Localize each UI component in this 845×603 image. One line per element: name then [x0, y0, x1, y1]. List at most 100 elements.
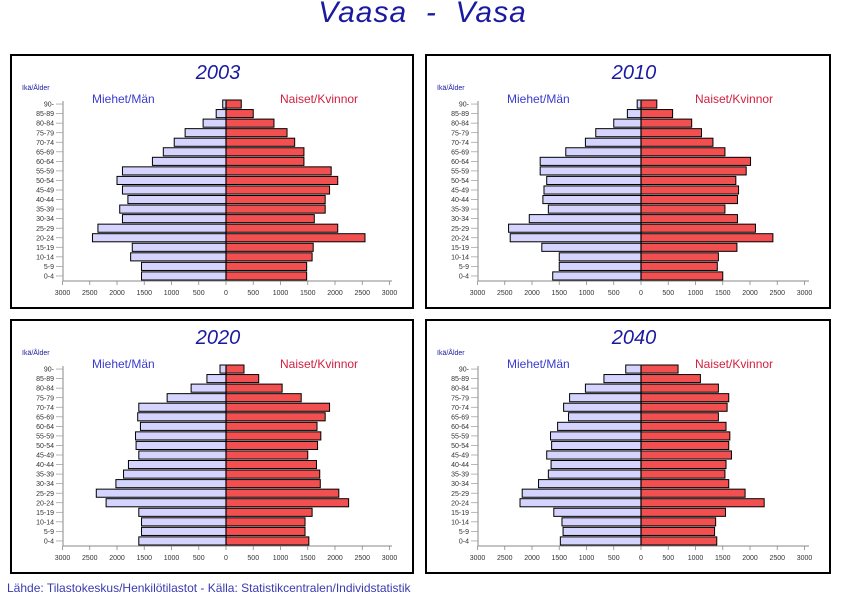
age-tick-label: 35-39	[36, 207, 54, 214]
bar-female	[225, 421, 318, 431]
bar-female	[640, 204, 726, 214]
age-tick-label: 70-74	[36, 140, 54, 147]
age-tick-label: 10-14	[36, 254, 54, 261]
bar-male	[546, 175, 642, 186]
bar-male	[613, 118, 642, 128]
bar-male	[552, 271, 642, 281]
bar-male	[539, 166, 642, 176]
bar-male	[595, 128, 642, 138]
bar-female	[640, 166, 747, 176]
age-tick-label: 80-84	[36, 386, 54, 393]
age-tick-label: 10-14	[451, 254, 469, 261]
chart-title: 2010	[611, 62, 657, 84]
age-tick-label: 75-79	[451, 395, 469, 402]
bar-female	[225, 536, 310, 546]
age-tick-label: 20-24	[451, 500, 469, 507]
age-tick-label: 80-84	[451, 121, 469, 128]
age-tick-label: 20-24	[36, 235, 54, 242]
bar-male	[138, 402, 227, 412]
pyramid-panel-2010: 2010 Ikä/Ålder Miehet/Män Naiset/Kvinnor 0-4…	[425, 54, 831, 309]
bar-male	[202, 118, 227, 128]
x-tick-label: 3000	[382, 555, 398, 562]
bar-female	[225, 364, 245, 374]
x-tick-label: 2000	[327, 555, 343, 562]
bar-male	[121, 166, 227, 176]
bar-female	[640, 185, 740, 195]
age-tick-label: 30-34	[451, 216, 469, 223]
bar-female	[225, 402, 331, 412]
x-tick-label: 3000	[470, 555, 486, 562]
source-note: Lähde: Tilastokeskus/Henkilötilastot - K…	[7, 581, 411, 595]
legend-female: Naiset/Kvinnor	[280, 357, 358, 371]
bar-male	[547, 469, 642, 479]
bar-female	[640, 450, 732, 460]
bar-male	[127, 195, 227, 205]
age-tick-label: 65-69	[36, 414, 54, 421]
legend-female: Naiset/Kvinnor	[280, 92, 358, 106]
x-tick-label: 1500	[551, 290, 567, 297]
bar-male	[551, 440, 642, 451]
bar-female	[225, 242, 314, 252]
bar-female	[225, 166, 332, 176]
x-tick-label: 1000	[688, 555, 704, 562]
bar-female	[225, 460, 317, 470]
pyramid-chart: 2010 Ikä/Ålder Miehet/Män Naiset/Kvinnor 0-4…	[437, 62, 812, 297]
x-tick-label: 3000	[55, 555, 71, 562]
age-tick-label: 15-19	[451, 510, 469, 517]
age-tick-label: 75-79	[36, 130, 54, 137]
bar-male	[561, 517, 642, 527]
x-tick-label: 2500	[769, 290, 785, 297]
bar-male	[584, 137, 642, 147]
age-tick-label: 60-64	[36, 424, 54, 431]
bar-female	[225, 185, 331, 195]
bar-female	[640, 440, 730, 451]
legend-male: Miehet/Män	[507, 357, 570, 371]
bar-female	[640, 460, 727, 470]
bar-female	[225, 271, 308, 281]
x-tick-label: 1500	[715, 290, 731, 297]
bar-female	[640, 214, 738, 224]
bar-male	[139, 421, 227, 431]
age-tick-label: 30-34	[36, 216, 54, 223]
bar-male	[138, 450, 227, 460]
x-tick-label: 3000	[797, 555, 813, 562]
bar-female	[640, 242, 738, 252]
age-tick-label: 35-39	[451, 472, 469, 479]
bar-male	[568, 412, 642, 422]
bar-female	[640, 137, 714, 147]
age-tick-label: 50-54	[451, 443, 469, 450]
bar-male	[625, 364, 642, 374]
age-tick-label: 25-29	[451, 491, 469, 498]
pyramid-chart: 2003 Ikä/Ålder Miehet/Män Naiset/Kvinnor 0-4…	[22, 62, 398, 297]
x-tick-label: 0	[224, 555, 228, 562]
x-tick-label: 2500	[354, 555, 370, 562]
bar-male	[558, 261, 642, 271]
x-tick-label: 500	[247, 290, 259, 297]
x-tick-label: 3000	[382, 290, 398, 297]
x-tick-label: 1000	[164, 555, 180, 562]
age-tick-label: 20-24	[451, 235, 469, 242]
bar-male	[546, 450, 642, 460]
bar-female	[225, 214, 315, 224]
bar-male	[603, 374, 642, 384]
bar-male	[97, 223, 227, 233]
bar-male	[563, 402, 642, 412]
age-tick-label: 35-39	[451, 207, 469, 214]
x-tick-label: 2000	[524, 555, 540, 562]
age-tick-label: 20-24	[36, 500, 54, 507]
bar-female	[640, 252, 719, 262]
x-tick-label: 3000	[55, 290, 71, 297]
bar-male	[215, 109, 227, 119]
bar-male	[131, 242, 227, 252]
bar-female	[640, 99, 658, 109]
bar-female	[640, 536, 718, 546]
bar-female	[640, 195, 738, 205]
age-tick-label: 55-59	[36, 433, 54, 440]
bar-female	[640, 469, 726, 479]
bar-male	[550, 460, 642, 470]
bar-female	[640, 383, 719, 393]
age-tick-label: 0-4	[459, 539, 469, 546]
bar-male	[550, 431, 642, 441]
age-tick-label: 50-54	[36, 178, 54, 185]
x-tick-label: 1000	[273, 290, 289, 297]
